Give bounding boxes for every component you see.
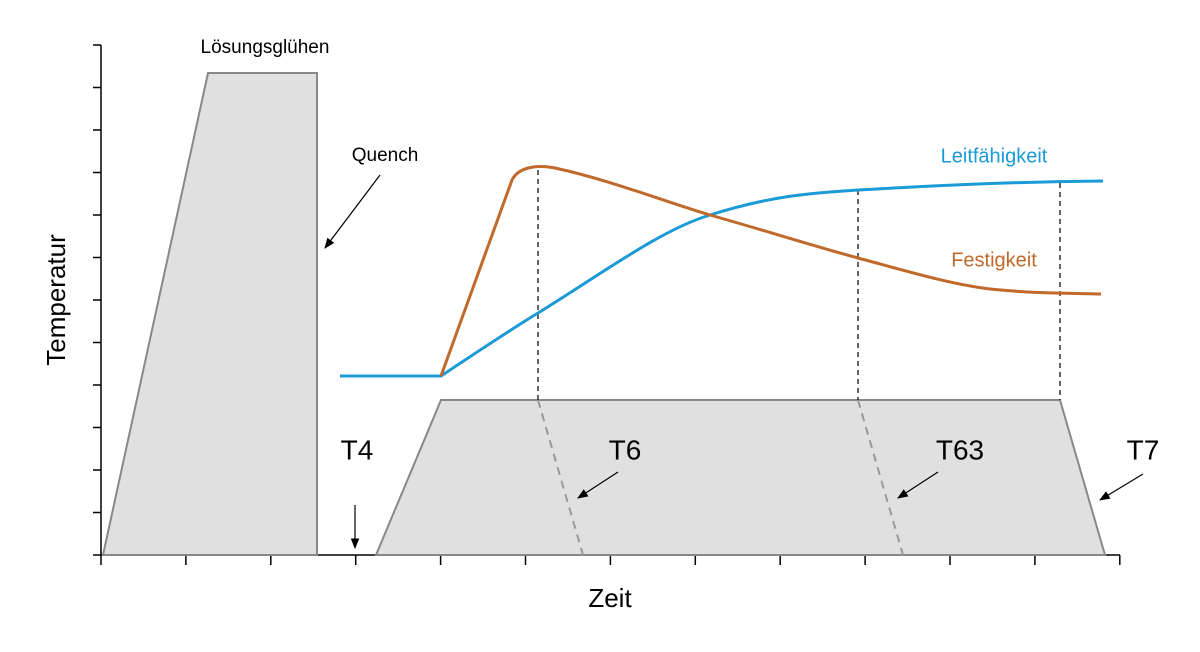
- annealing-shape: [101, 72, 318, 556]
- strength-curve: [439, 165, 1102, 377]
- arrow: [577, 471, 619, 499]
- conductivity-curve: [340, 179, 1104, 378]
- arrow: [324, 174, 381, 249]
- aging-shape: [374, 399, 1107, 556]
- y-axis-label: Temperatur: [41, 234, 71, 366]
- label: Lösungsglühen: [201, 37, 330, 58]
- state-label: T63: [936, 434, 984, 465]
- x-axis-label: Zeit: [588, 583, 632, 613]
- arrow: [1099, 473, 1144, 501]
- state-label: T6: [609, 434, 642, 465]
- label: Festigkeit: [951, 249, 1037, 271]
- axis-ticks: [93, 44, 1121, 565]
- state-label: T4: [341, 434, 374, 465]
- label: Leitfähigkeit: [941, 145, 1048, 167]
- arrow: [897, 471, 939, 499]
- label: Quench: [352, 145, 419, 166]
- state-label: T7: [1127, 434, 1160, 465]
